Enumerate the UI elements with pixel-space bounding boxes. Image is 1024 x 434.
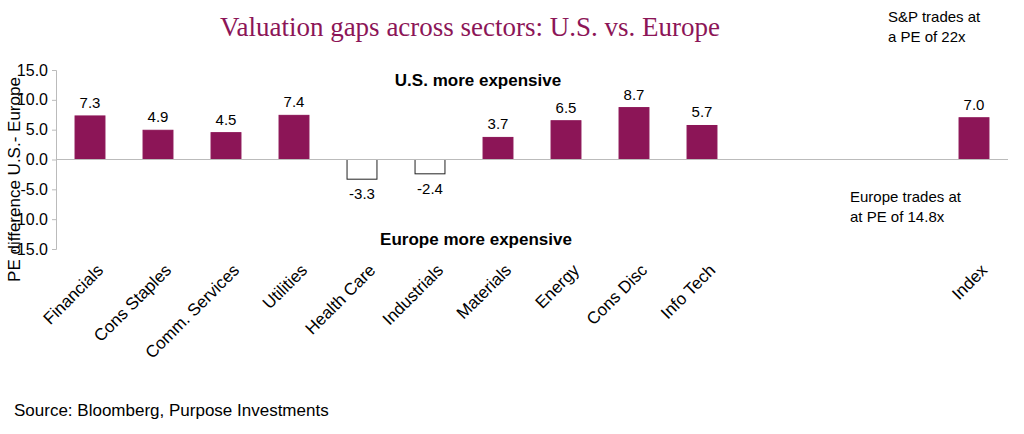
x-tick: Comm. Services: [142, 255, 244, 362]
zero-line: [56, 159, 1008, 160]
annotation: Europe trades at: [850, 188, 962, 205]
x-tick-label: Financials: [40, 261, 108, 329]
x-tick: Industrials: [379, 255, 447, 329]
y-tick-mark: [52, 249, 56, 250]
x-tick: Financials: [40, 255, 108, 328]
bar: [687, 125, 717, 159]
bar: [551, 121, 581, 160]
x-tick: Energy: [532, 255, 584, 312]
data-label: 7.4: [284, 93, 305, 110]
annotation: Europe more expensive: [380, 230, 572, 249]
x-tick-label: Industrials: [379, 261, 447, 329]
x-tick-label: Health Care: [302, 261, 380, 339]
y-tick-label: 5.0: [26, 121, 48, 138]
x-tick-label: Cons Disc: [583, 260, 652, 329]
data-label: 6.5: [556, 99, 577, 116]
bar: [143, 130, 173, 159]
y-tick-mark: [52, 219, 56, 220]
data-label: -2.4: [417, 180, 443, 197]
bars: [75, 108, 989, 180]
bar: [619, 108, 649, 160]
y-tick-label: 0.0: [26, 151, 48, 168]
x-tick-label: Comm. Services: [142, 261, 244, 363]
y-tick: 0.0: [26, 151, 56, 168]
x-tick: Health Care: [302, 255, 380, 338]
annotation: S&P trades at: [888, 8, 981, 25]
x-tick: Utilities: [259, 255, 311, 313]
x-tick: Materials: [453, 255, 515, 323]
x-tick-label: Info Tech: [657, 261, 719, 323]
y-tick: 5.0: [26, 121, 56, 138]
x-tick: Info Tech: [657, 255, 719, 323]
y-axis-line: [52, 71, 57, 250]
y-tick-label: 15.0: [17, 62, 48, 79]
data-label: 7.0: [964, 96, 985, 113]
y-tick-mark: [52, 70, 56, 71]
bar: [415, 160, 445, 174]
x-tick-label: Utilities: [259, 261, 311, 313]
y-tick: 15.0: [17, 62, 56, 79]
x-tick-label: Index: [948, 260, 991, 303]
data-label: 5.7: [692, 103, 713, 120]
data-label: -3.3: [349, 185, 375, 202]
annotation: a PE of 22x: [888, 28, 966, 45]
y-axis-title: PE difference U.S.- Europe: [5, 77, 24, 282]
x-tick: Cons Disc: [583, 255, 652, 329]
bar: [347, 160, 377, 180]
data-label: 4.5: [216, 111, 237, 128]
x-tick-label: Materials: [453, 261, 515, 323]
y-tick-mark: [52, 189, 56, 190]
title: Valuation gaps across sectors: U.S. vs. …: [220, 12, 720, 42]
data-label: 7.3: [80, 94, 101, 111]
y-tick-mark: [52, 160, 56, 161]
bar: [75, 116, 105, 160]
y-tick-label: -5.0: [20, 181, 48, 198]
source: Source: Bloomberg, Purpose Investments: [14, 401, 329, 420]
bar: [483, 137, 513, 159]
bar: [279, 115, 309, 159]
bar: [959, 118, 989, 160]
x-tick-label: Energy: [532, 260, 584, 312]
annotation: U.S. more expensive: [395, 71, 561, 90]
x-tick: Index: [948, 255, 991, 304]
data-label: 3.7: [488, 115, 509, 132]
bar: [211, 133, 241, 160]
data-label: 8.7: [624, 86, 645, 103]
data-label: 4.9: [148, 108, 169, 125]
x-axis: FinancialsCons StaplesComm. ServicesUtil…: [40, 255, 992, 362]
y-tick: -5.0: [20, 181, 56, 198]
annotation: at PE of 14.8x: [850, 208, 945, 225]
chart: Valuation gaps across sectors: U.S. vs. …: [0, 0, 1024, 434]
y-tick-mark: [52, 130, 56, 131]
y-tick-mark: [52, 100, 56, 101]
